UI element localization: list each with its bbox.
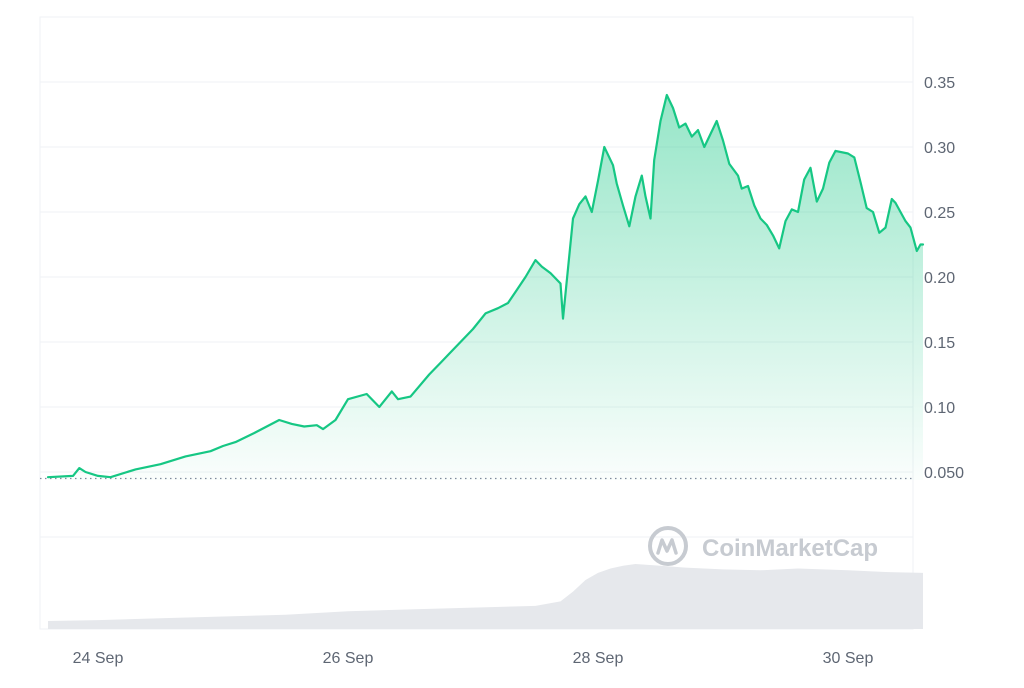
x-tick-label: 28 Sep: [573, 650, 624, 667]
volume-area: [48, 564, 923, 629]
price-area-fill: [48, 95, 923, 480]
volume-layer: [48, 564, 923, 629]
y-tick-label: 0.10: [924, 400, 955, 417]
y-tick-label: 0.25: [924, 205, 955, 222]
y-tick-label: 0.35: [924, 75, 955, 92]
coinmarketcap-logo-icon: [648, 526, 688, 566]
area-layer: [48, 95, 923, 480]
y-tick-label: 0.050: [924, 465, 964, 482]
line-layer: [46, 93, 925, 479]
y-tick-label: 0.20: [924, 270, 955, 287]
y-axis: 0.35 0.30 0.25 0.20 0.15 0.10 0.050: [924, 75, 964, 482]
watermark-text: CoinMarketCap: [702, 535, 878, 562]
y-tick-label: 0.30: [924, 140, 955, 157]
watermark: CoinMarketCap: [648, 526, 878, 566]
price-line: [46, 93, 925, 479]
x-tick-label: 24 Sep: [73, 650, 124, 667]
x-tick-label: 26 Sep: [323, 650, 374, 667]
x-axis: 24 Sep 26 Sep 28 Sep 30 Sep: [73, 650, 874, 667]
x-tick-label: 30 Sep: [823, 650, 874, 667]
y-tick-label: 0.15: [924, 335, 955, 352]
